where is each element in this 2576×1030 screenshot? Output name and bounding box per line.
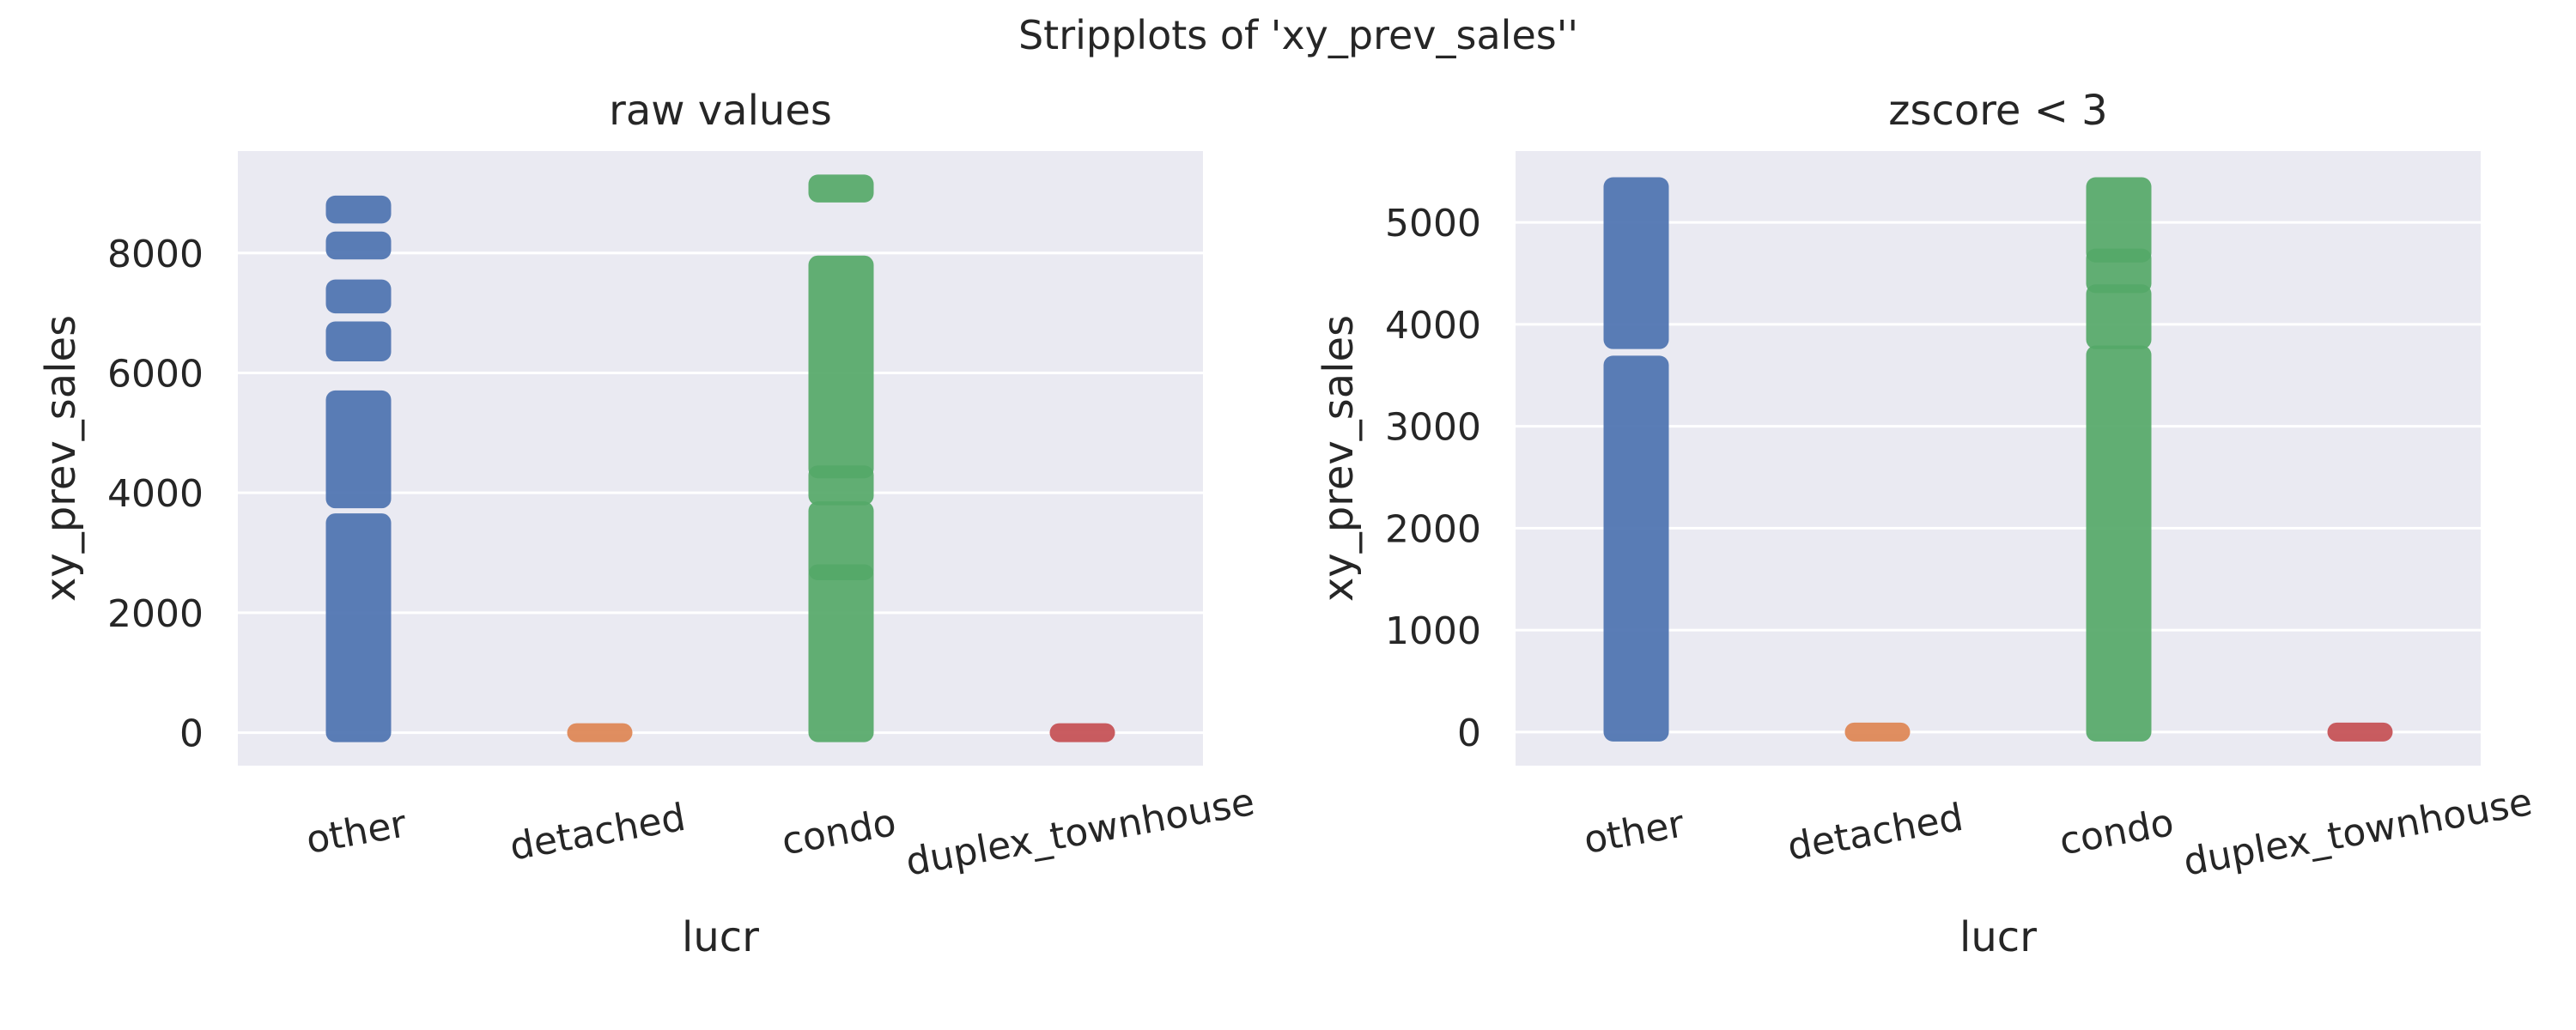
y-tick-label: 6000 — [107, 352, 204, 396]
strip-points-detached — [1844, 722, 1911, 742]
plot-area — [1516, 151, 2481, 766]
y-axis-label: xy_prev_sales — [37, 315, 85, 602]
strip-points-condo — [808, 174, 874, 203]
strip-points-condo — [2086, 345, 2152, 742]
strip-points-other — [325, 195, 392, 224]
subplot-title: zscore < 3 — [1888, 87, 2107, 135]
strip-points-other — [325, 279, 392, 314]
strip-points-other — [1603, 177, 1669, 349]
strip-points-other — [325, 513, 392, 742]
x-tick-label: duplex_townhouse — [902, 780, 1258, 885]
x-tick-label: other — [1581, 802, 1688, 863]
subplot-title: raw values — [609, 87, 832, 135]
y-tick-label: 3000 — [1385, 406, 1481, 450]
y-tick-label: 2000 — [107, 592, 204, 636]
strip-points-condo — [808, 564, 874, 742]
y-tick-label: 0 — [179, 712, 204, 756]
subplot-1: 0 2000 4000 6000 8000 other detached condo duple… — [37, 87, 1258, 961]
y-tick-label: 1000 — [1385, 609, 1481, 653]
x-tick-label: condo — [2057, 801, 2178, 863]
y-tick-label: 0 — [1457, 712, 1481, 755]
strip-points-condo — [2086, 177, 2152, 263]
strip-points-other — [325, 390, 392, 509]
strip-points-other — [325, 231, 392, 260]
strip-points-detached — [567, 723, 633, 742]
x-axis-label: lucr — [1959, 913, 2037, 961]
y-tick-label: 2000 — [1385, 507, 1481, 551]
strip-points-duplex_townhouse — [1049, 723, 1115, 742]
y-tick-label: 8000 — [107, 233, 204, 276]
x-tick-label: duplex_townhouse — [2180, 780, 2536, 885]
y-tick-label: 4000 — [107, 472, 204, 516]
x-tick-label: detached — [507, 796, 689, 869]
x-tick-label: detached — [1784, 796, 1966, 869]
y-axis-label: xy_prev_sales — [1315, 315, 1363, 602]
x-tick-label: other — [303, 802, 410, 863]
y-tick-label: 4000 — [1385, 304, 1481, 348]
x-tick-label: condo — [779, 801, 900, 863]
strip-points-other — [325, 321, 392, 362]
strip-points-condo — [2086, 284, 2152, 349]
subplot-2: 0 1000 2000 3000 4000 5000 other detached condo d… — [1315, 87, 2536, 961]
strip-points-condo — [808, 255, 874, 479]
strip-points-other — [1603, 355, 1669, 742]
strip-points-duplex_townhouse — [2327, 722, 2393, 742]
y-tick-label: 5000 — [1385, 202, 1481, 245]
strip-points-condo — [808, 501, 874, 580]
figure-title: Stripplots of 'xy_prev_sales'' — [1018, 12, 1578, 58]
x-axis-label: lucr — [682, 913, 759, 961]
